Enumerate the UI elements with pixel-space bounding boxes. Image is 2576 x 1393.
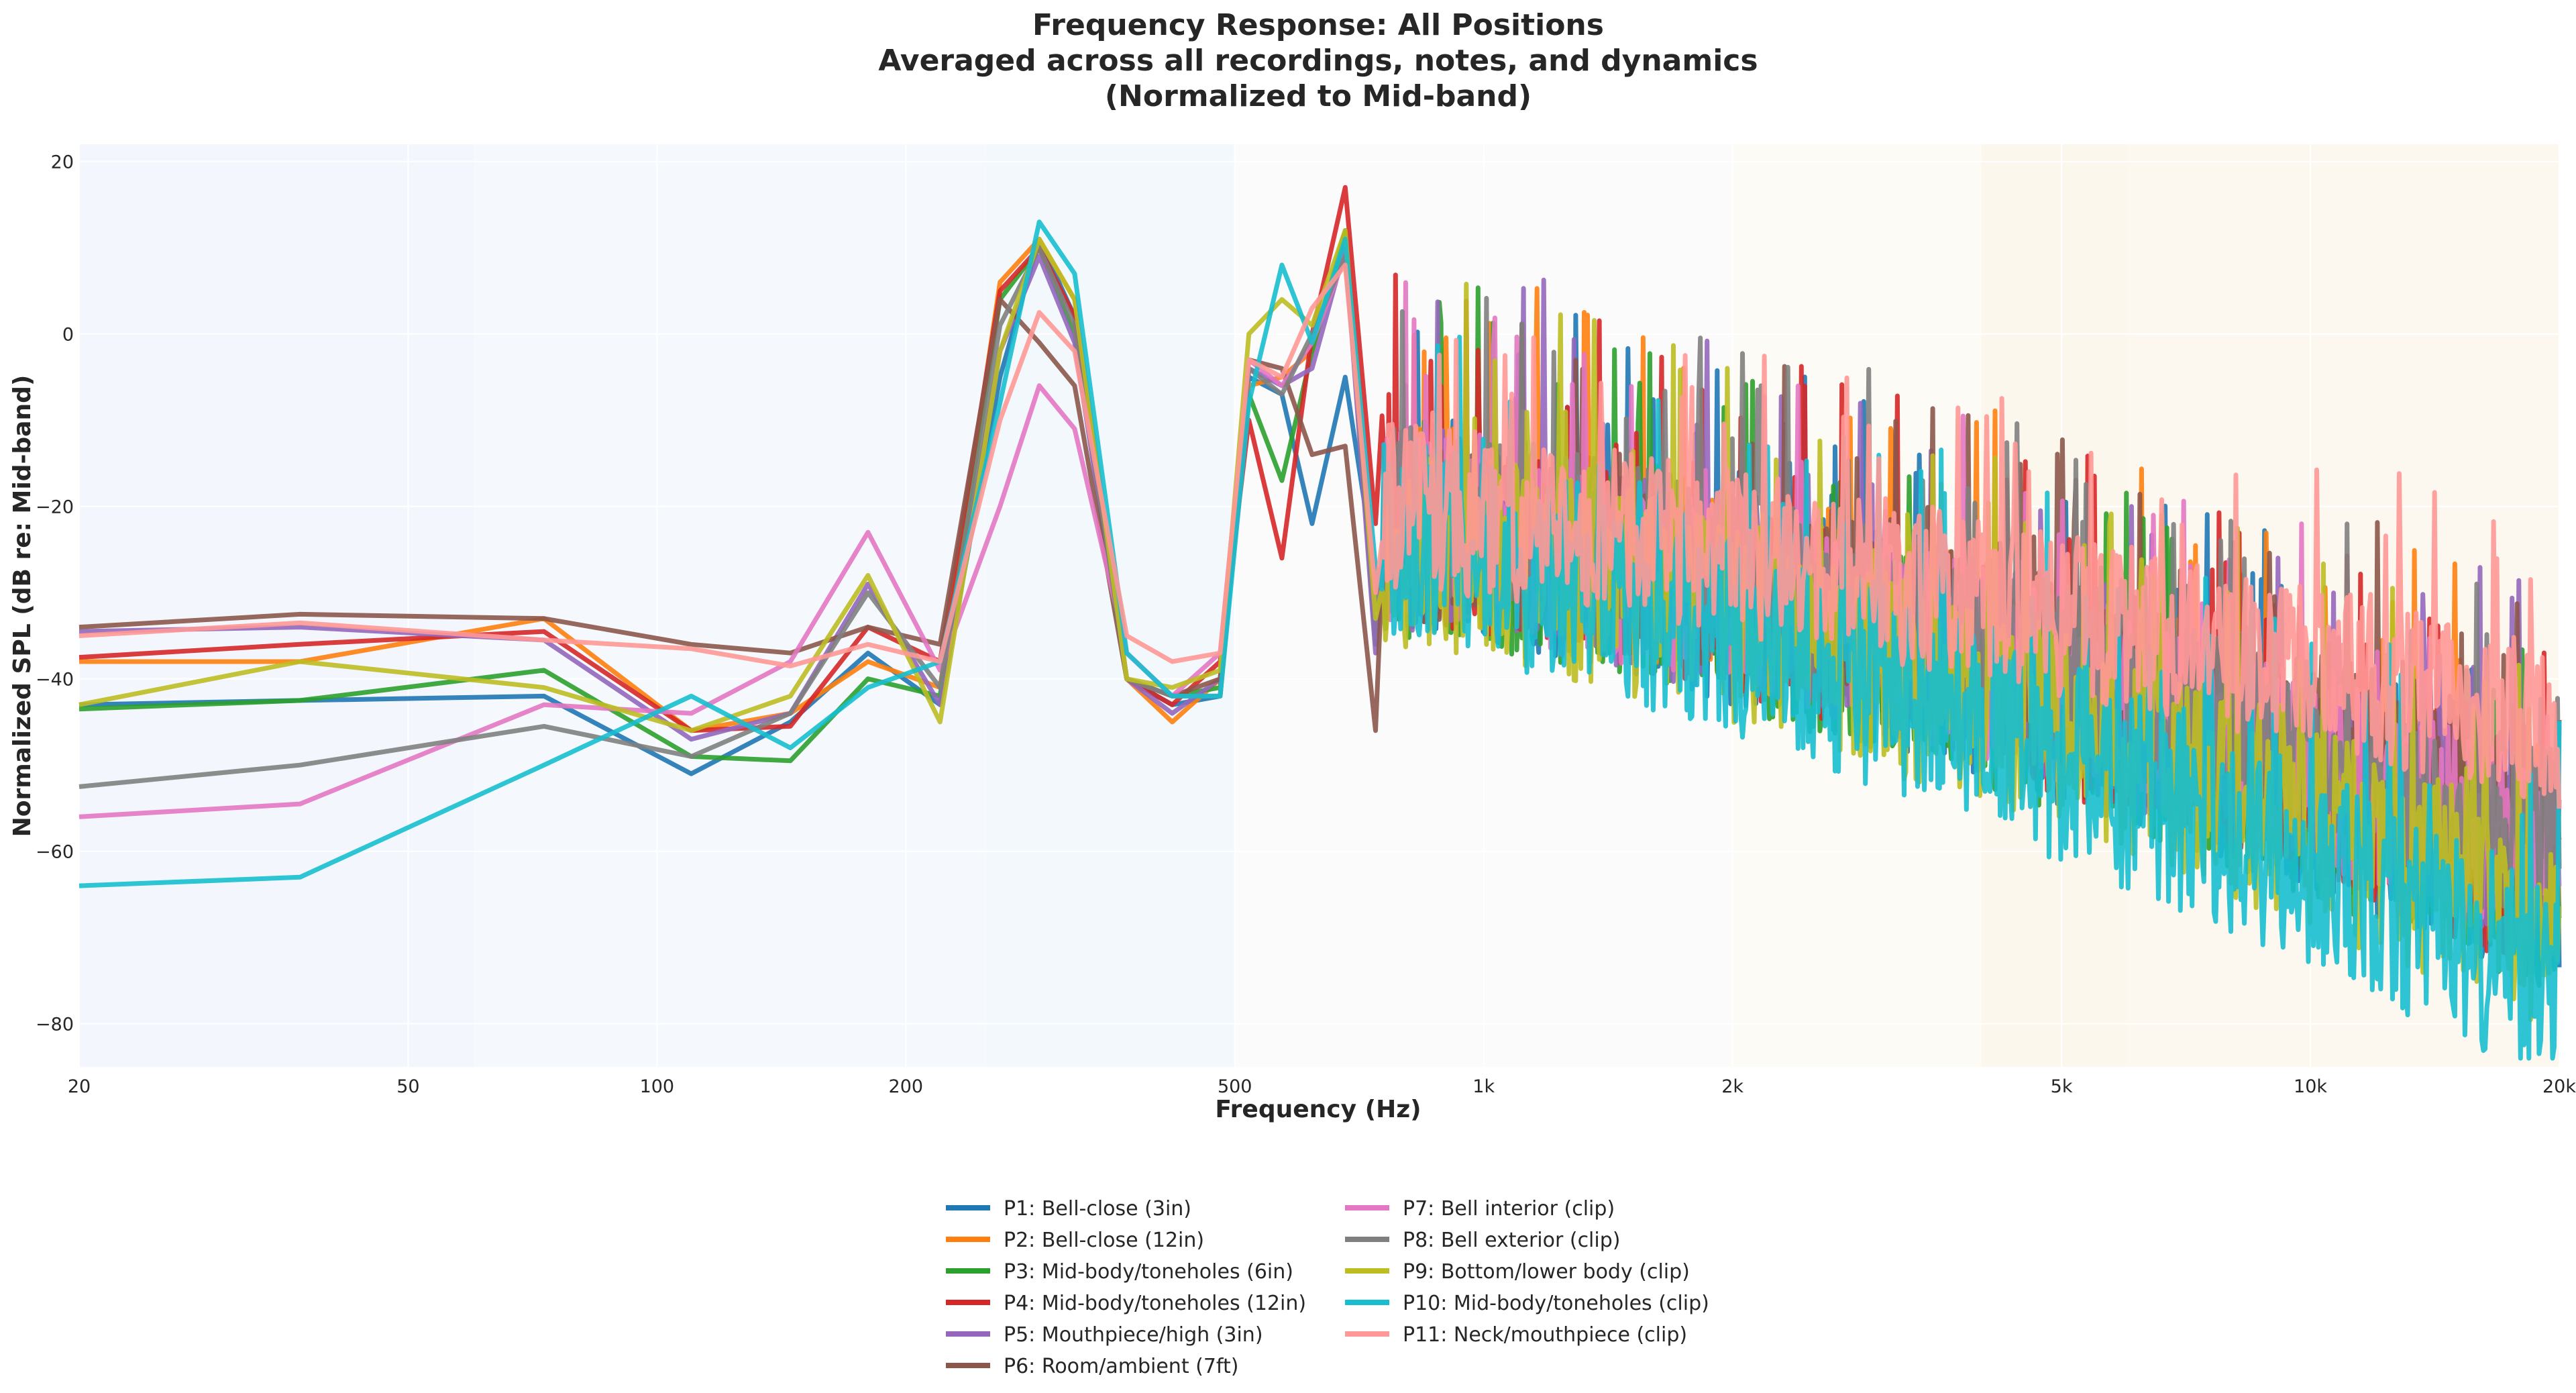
chart-title-line-2: Averaged across all recordings, notes, a… (878, 44, 1758, 78)
legend-label-p7: P7: Bell interior (clip) (1403, 1197, 1615, 1221)
legend-item-p5: P5: Mouthpiece/high (3in) (946, 1323, 1263, 1347)
legend: P1: Bell-close (3in) P2: Bell-close (12in… (946, 1197, 1709, 1378)
legend-item-p8: P8: Bell exterior (clip) (1345, 1229, 1620, 1252)
x-tick-label-9: 20k (2542, 1076, 2576, 1097)
band-0 (79, 144, 474, 1067)
band-2 (985, 144, 1235, 1067)
legend-label-p6: P6: Room/ambient (7ft) (1004, 1355, 1238, 1378)
legend-item-p1: P1: Bell-close (3in) (946, 1197, 1191, 1221)
legend-item-p7: P7: Bell interior (clip) (1345, 1197, 1615, 1221)
series-line-p10 (78, 219, 2562, 1061)
x-tick-label-5: 1k (1472, 1076, 1495, 1097)
legend-item-p10: P10: Mid-body/toneholes (clip) (1345, 1292, 1709, 1315)
legend-label-p9: P9: Bottom/lower body (clip) (1403, 1260, 1690, 1284)
legend-label-p10: P10: Mid-body/toneholes (clip) (1403, 1292, 1709, 1315)
band-1 (473, 144, 986, 1067)
x-tick-label-6: 2k (1721, 1076, 1743, 1097)
y-tick-label-3: −40 (36, 670, 74, 690)
x-tick-label-7: 5k (2051, 1076, 2073, 1097)
x-tick-label-8: 10k (2294, 1076, 2327, 1097)
y-axis-label: Normalized SPL (dB re: Mid-band) (9, 375, 36, 837)
series-line-p11 (78, 262, 2562, 809)
y-tick-label-0: 20 (51, 152, 74, 173)
legend-item-p6: P6: Room/ambient (7ft) (946, 1355, 1238, 1378)
y-tick-label-1: 0 (62, 325, 74, 346)
legend-label-p4: P4: Mid-body/toneholes (12in) (1004, 1292, 1306, 1315)
x-tick-label-4: 500 (1218, 1076, 1252, 1097)
y-tick-label-2: −20 (36, 497, 74, 518)
chart-title-line-1: Frequency Response: All Positions (1032, 8, 1604, 42)
x-tick-label-0: 20 (68, 1076, 91, 1097)
legend-label-p2: P2: Bell-close (12in) (1004, 1229, 1204, 1252)
y-tick-label-4: −60 (36, 842, 74, 863)
legend-item-p3: P3: Mid-body/toneholes (6in) (946, 1260, 1293, 1284)
series-lines (78, 185, 2562, 1061)
legend-label-p11: P11: Neck/mouthpiece (clip) (1403, 1323, 1687, 1347)
chart-title: Frequency Response: All Positions Averag… (878, 8, 1758, 113)
chart-title-line-3: (Normalized to Mid-band) (1105, 79, 1532, 113)
legend-item-p2: P2: Bell-close (12in) (946, 1229, 1204, 1252)
legend-label-p1: P1: Bell-close (3in) (1004, 1197, 1191, 1221)
x-tick-label-2: 100 (640, 1076, 675, 1097)
legend-item-p9: P9: Bottom/lower body (clip) (1345, 1260, 1690, 1284)
x-axis-label: Frequency (Hz) (1215, 1096, 1421, 1123)
legend-label-p8: P8: Bell exterior (clip) (1403, 1229, 1620, 1252)
legend-label-p5: P5: Mouthpiece/high (3in) (1004, 1323, 1263, 1347)
x-tick-label-1: 50 (396, 1076, 419, 1097)
legend-label-p3: P3: Mid-body/toneholes (6in) (1004, 1260, 1293, 1284)
legend-item-p11: P11: Neck/mouthpiece (clip) (1345, 1323, 1687, 1347)
x-tick-label-3: 200 (889, 1076, 924, 1097)
y-tick-label-5: −80 (36, 1015, 74, 1035)
legend-item-p4: P4: Mid-body/toneholes (12in) (946, 1292, 1306, 1315)
